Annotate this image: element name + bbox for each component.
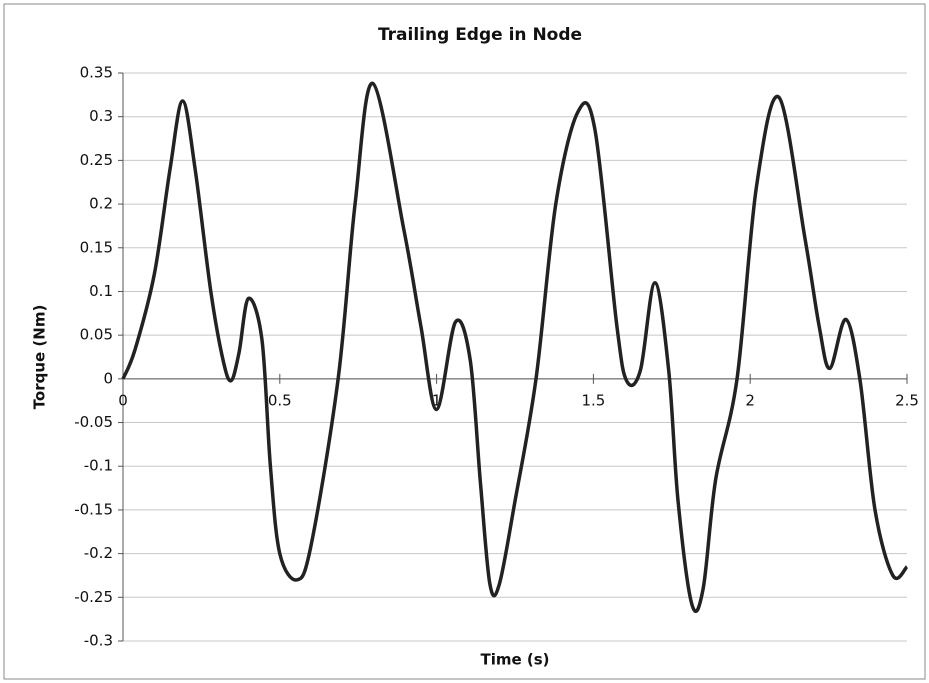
y-tick-label: 0.2 [89, 195, 113, 213]
x-tick-label: 2.5 [895, 391, 919, 409]
x-tick-label: 1 [432, 391, 442, 409]
y-tick-label: -0.2 [84, 544, 113, 562]
y-tick-label: 0.25 [80, 151, 113, 169]
y-tick-label: 0 [103, 369, 113, 387]
y-tick-label: -0.15 [74, 500, 113, 518]
chart-title: Trailing Edge in Node [378, 25, 582, 45]
y-tick-label: 0.15 [80, 238, 113, 256]
y-tick-label: 0.3 [89, 107, 113, 125]
y-tick-label: 0.35 [80, 64, 113, 82]
x-tick-label: 0.5 [268, 391, 292, 409]
y-tick-label: -0.25 [74, 588, 113, 606]
x-axis-title: Time (s) [480, 651, 549, 669]
chart-border [3, 3, 926, 680]
x-tick-label: 2 [745, 391, 755, 409]
y-tick-label: -0.1 [84, 457, 113, 475]
x-tick-label: 0 [118, 391, 128, 409]
x-tick-label: 1.5 [581, 391, 605, 409]
y-tick-label: 0.05 [80, 326, 113, 344]
y-tick-label: 0.1 [89, 282, 113, 300]
y-tick-label: -0.05 [74, 413, 113, 431]
data-line [121, 81, 909, 613]
y-axis-title: Torque (Nm) [31, 305, 49, 410]
y-tick-label: -0.3 [84, 632, 113, 650]
